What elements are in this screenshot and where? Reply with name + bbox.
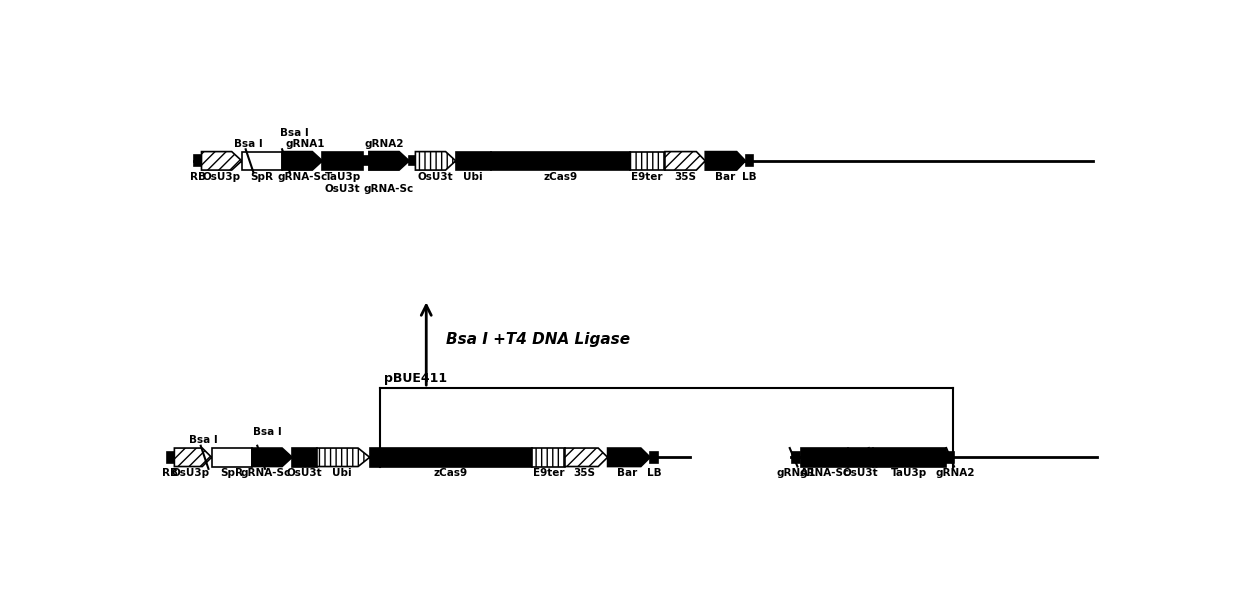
- Bar: [212, 448, 252, 467]
- Text: OsU3p: OsU3p: [202, 172, 241, 182]
- Text: LB: LB: [742, 172, 756, 182]
- Text: pBUE411: pBUE411: [383, 372, 446, 385]
- Text: RB: RB: [190, 172, 206, 182]
- Text: Bar: Bar: [616, 468, 637, 478]
- Bar: [491, 151, 630, 170]
- Text: RB: RB: [161, 468, 177, 478]
- Polygon shape: [608, 448, 650, 467]
- Bar: [532, 448, 565, 467]
- Bar: [745, 156, 754, 166]
- Bar: [946, 452, 954, 462]
- Bar: [363, 156, 370, 166]
- Text: gRNA-Sc: gRNA-Sc: [800, 468, 849, 478]
- Polygon shape: [283, 151, 322, 170]
- Polygon shape: [252, 448, 293, 467]
- Text: gRNA2: gRNA2: [365, 138, 404, 148]
- Polygon shape: [706, 151, 745, 170]
- Text: 35S: 35S: [675, 172, 696, 182]
- Bar: [409, 156, 415, 166]
- Text: gRNA1: gRNA1: [776, 468, 816, 478]
- Bar: [792, 452, 800, 462]
- Text: SpR: SpR: [250, 172, 274, 182]
- Bar: [166, 452, 175, 462]
- Text: gRNA-Sc: gRNA-Sc: [363, 184, 414, 194]
- Text: Bsa I: Bsa I: [233, 138, 263, 148]
- Bar: [801, 448, 848, 467]
- Text: E9ter: E9ter: [533, 468, 564, 478]
- Bar: [370, 448, 532, 467]
- Polygon shape: [201, 151, 242, 170]
- Polygon shape: [370, 151, 409, 170]
- Bar: [193, 156, 201, 166]
- Text: Bsa I: Bsa I: [280, 128, 309, 138]
- Text: OsU3t: OsU3t: [286, 468, 322, 478]
- Text: Ubi: Ubi: [332, 468, 352, 478]
- Text: OsU3t: OsU3t: [325, 184, 361, 194]
- Bar: [650, 452, 658, 462]
- Bar: [873, 448, 946, 467]
- Text: Bsa I: Bsa I: [253, 427, 281, 437]
- Text: Ubi: Ubi: [463, 172, 482, 182]
- Text: OsU3t: OsU3t: [842, 468, 878, 478]
- Bar: [293, 448, 317, 467]
- Bar: [242, 151, 283, 170]
- Text: gRNA2: gRNA2: [935, 468, 975, 478]
- Bar: [630, 151, 665, 170]
- Text: SpR: SpR: [221, 468, 243, 478]
- Text: zCas9: zCas9: [543, 172, 578, 182]
- Text: TaU3p: TaU3p: [892, 468, 928, 478]
- Text: gRNA1: gRNA1: [285, 138, 325, 148]
- Text: TaU3p: TaU3p: [325, 172, 361, 182]
- Text: Bsa I +T4 DNA Ligase: Bsa I +T4 DNA Ligase: [445, 333, 630, 347]
- Bar: [456, 151, 491, 170]
- Polygon shape: [317, 448, 370, 467]
- Polygon shape: [415, 151, 456, 170]
- Text: zCas9: zCas9: [434, 468, 469, 478]
- Text: OsU3t: OsU3t: [418, 172, 454, 182]
- Text: gRNA-Sc: gRNA-Sc: [241, 468, 291, 478]
- Text: 35S: 35S: [573, 468, 595, 478]
- Bar: [848, 448, 873, 467]
- Text: OsU3p: OsU3p: [171, 468, 210, 478]
- Polygon shape: [175, 448, 212, 467]
- Polygon shape: [565, 448, 608, 467]
- Text: LB: LB: [647, 468, 661, 478]
- Bar: [322, 151, 362, 170]
- Text: E9ter: E9ter: [631, 172, 663, 182]
- Text: gRNA-Sc: gRNA-Sc: [277, 172, 327, 182]
- Text: Bar: Bar: [715, 172, 735, 182]
- Text: Bsa I: Bsa I: [190, 435, 218, 445]
- Polygon shape: [665, 151, 706, 170]
